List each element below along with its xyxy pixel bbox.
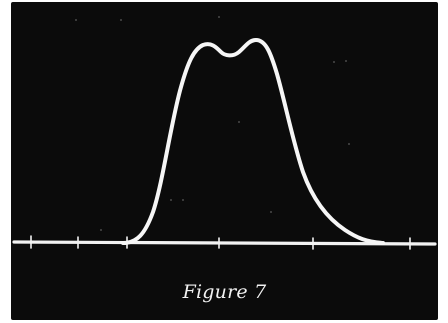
oscilloscope-photo: Figure 7 bbox=[11, 2, 438, 320]
graticule bbox=[75, 16, 350, 231]
baseline-trace bbox=[12, 235, 437, 250]
scope-display bbox=[12, 16, 437, 250]
scope-screen: Figure 7 bbox=[11, 2, 438, 320]
figure-caption: Figure 7 bbox=[182, 281, 267, 303]
pulse-waveform bbox=[121, 38, 385, 245]
